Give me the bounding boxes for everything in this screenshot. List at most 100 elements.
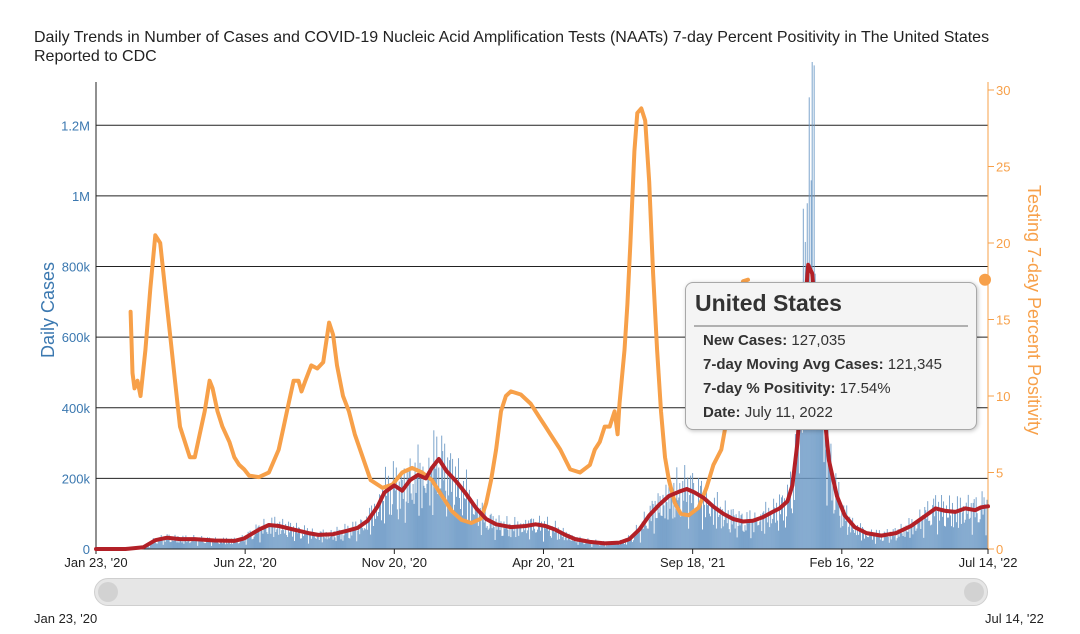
daily-case-bar — [866, 535, 867, 549]
daily-case-bar — [771, 523, 773, 549]
daily-case-bar — [409, 458, 411, 549]
daily-case-bar — [716, 492, 718, 549]
daily-case-bar — [854, 532, 856, 549]
daily-case-bar — [379, 494, 380, 549]
daily-case-bar — [507, 529, 509, 549]
daily-case-bars — [126, 61, 989, 550]
daily-case-bar — [912, 534, 914, 549]
daily-case-bar — [237, 543, 239, 549]
daily-case-bar — [776, 502, 778, 549]
daily-case-bar — [744, 525, 746, 549]
daily-case-bar — [294, 541, 295, 549]
x-tick-label: Apr 20, '21 — [512, 555, 574, 570]
daily-case-bar — [917, 520, 919, 549]
daily-case-bar — [346, 529, 348, 549]
daily-case-bar — [497, 522, 499, 549]
daily-case-bar — [655, 518, 657, 549]
daily-case-bar — [970, 503, 972, 549]
daily-case-bar — [356, 541, 358, 549]
y-right-tick-label: 30 — [996, 83, 1010, 98]
daily-case-bar — [864, 538, 865, 549]
y-right-tick-label: 5 — [996, 466, 1003, 481]
daily-case-bar — [274, 516, 276, 549]
daily-case-bar — [395, 467, 397, 549]
daily-case-bar — [545, 528, 546, 549]
daily-case-bar — [720, 528, 722, 549]
daily-case-bar — [506, 516, 508, 549]
daily-case-bar — [464, 498, 465, 549]
tooltip-new-cases: New Cases: 127,035 — [703, 332, 846, 349]
tooltip-divider — [694, 325, 968, 327]
daily-case-bar — [916, 528, 918, 549]
daily-case-bar — [169, 542, 171, 549]
daily-case-bar — [539, 515, 540, 549]
daily-case-bar — [779, 494, 781, 549]
daily-case-bar — [459, 497, 460, 549]
daily-case-bar — [658, 512, 660, 549]
daily-case-bar — [566, 540, 568, 549]
daily-case-bar — [544, 521, 545, 549]
daily-case-bar — [193, 535, 195, 549]
daily-case-bar — [468, 489, 470, 549]
daily-case-bar — [895, 540, 897, 549]
range-end-handle[interactable] — [964, 582, 984, 602]
daily-case-bar — [750, 538, 752, 549]
daily-case-bar — [825, 449, 827, 549]
daily-case-bar — [454, 504, 456, 549]
daily-case-bar — [303, 525, 305, 549]
daily-case-bar — [550, 537, 552, 549]
daily-case-bar — [768, 507, 770, 549]
daily-case-bar — [944, 525, 945, 549]
daily-case-bar — [392, 461, 394, 549]
daily-case-bar — [445, 490, 447, 549]
daily-case-bar — [924, 506, 926, 549]
daily-case-bar — [743, 531, 745, 549]
daily-case-bar — [399, 508, 401, 549]
daily-case-bar — [662, 494, 664, 549]
range-scrollbar[interactable] — [94, 578, 988, 606]
daily-case-bar — [901, 533, 903, 549]
daily-case-bar — [704, 504, 705, 549]
daily-case-bar — [200, 541, 202, 549]
daily-case-bar — [523, 523, 525, 549]
daily-case-bar — [232, 541, 234, 549]
daily-case-bar — [984, 504, 986, 549]
daily-case-bar — [571, 535, 573, 549]
daily-case-bar — [148, 547, 150, 549]
daily-case-bar — [846, 505, 848, 549]
daily-case-bar — [869, 534, 870, 549]
y-left-tick-label: 600k — [62, 330, 91, 345]
daily-case-bar — [639, 542, 641, 549]
daily-case-bar — [870, 529, 872, 549]
daily-case-bar — [933, 498, 935, 549]
daily-case-bar — [598, 544, 600, 549]
daily-case-bar — [218, 543, 219, 549]
range-start-handle[interactable] — [98, 582, 118, 602]
daily-case-bar — [221, 541, 222, 549]
daily-case-bar — [451, 491, 453, 549]
daily-case-bar — [788, 502, 789, 549]
daily-case-bar — [434, 461, 436, 549]
daily-case-bar — [175, 540, 177, 549]
daily-case-bar — [791, 513, 793, 549]
daily-case-bar — [483, 522, 485, 549]
daily-case-bar — [861, 540, 862, 549]
daily-case-bar — [623, 541, 624, 549]
daily-case-bar — [584, 543, 586, 549]
daily-case-bar — [403, 468, 405, 549]
daily-case-bar — [736, 537, 738, 549]
daily-case-bar — [222, 543, 223, 549]
daily-case-bar — [588, 543, 590, 549]
daily-case-bar — [721, 509, 723, 549]
daily-case-bar — [812, 407, 814, 549]
daily-case-bar — [384, 523, 385, 549]
daily-case-bar — [645, 525, 647, 549]
daily-case-bar — [602, 544, 604, 549]
daily-case-bar — [554, 520, 556, 549]
daily-case-bar — [671, 492, 673, 549]
daily-case-bar — [898, 536, 900, 549]
daily-case-bar — [411, 499, 413, 549]
daily-case-bar — [745, 530, 747, 549]
daily-case-bar — [499, 530, 501, 549]
